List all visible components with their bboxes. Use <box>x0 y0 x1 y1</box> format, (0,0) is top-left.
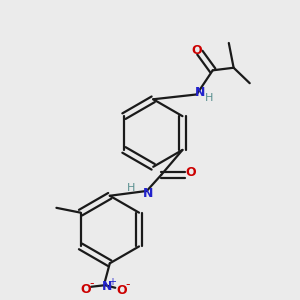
Text: O: O <box>191 44 202 57</box>
Text: N: N <box>143 187 154 200</box>
Text: -: - <box>125 278 130 291</box>
Text: H: H <box>205 93 213 103</box>
Text: -: - <box>89 277 93 290</box>
Text: O: O <box>80 283 91 296</box>
Text: +: + <box>108 277 116 287</box>
Text: H: H <box>127 183 135 194</box>
Text: O: O <box>185 166 196 179</box>
Text: N: N <box>195 86 206 99</box>
Text: N: N <box>101 280 112 293</box>
Text: O: O <box>116 284 127 297</box>
